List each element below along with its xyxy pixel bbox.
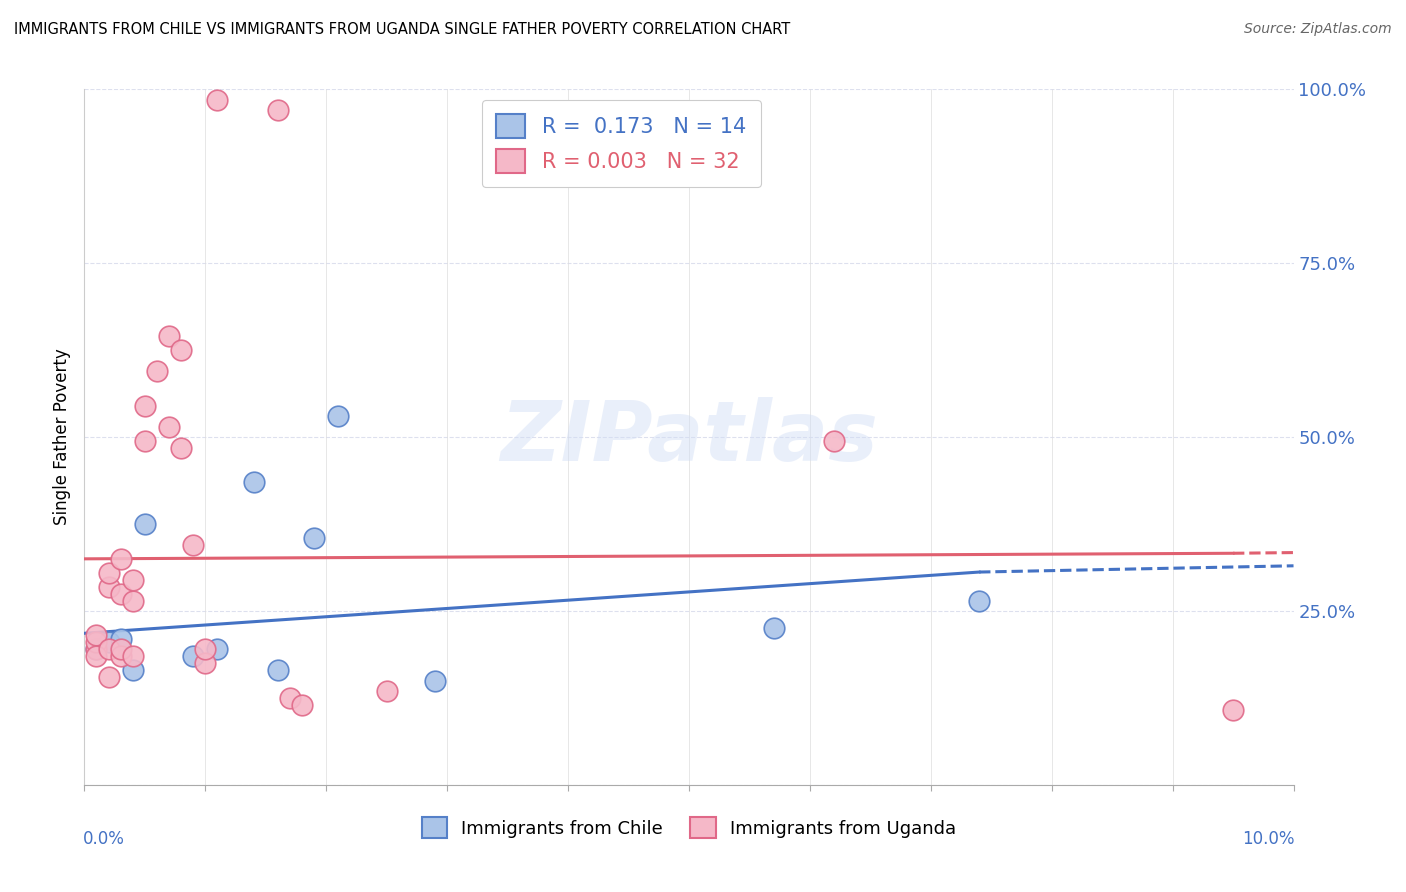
Point <box>97 566 120 580</box>
Point <box>291 698 314 712</box>
Point <box>823 434 845 448</box>
Point <box>110 587 132 601</box>
Text: 0.0%: 0.0% <box>83 830 125 848</box>
Point <box>267 103 290 117</box>
Point <box>86 649 108 664</box>
Point <box>97 580 120 594</box>
Point <box>110 649 132 664</box>
Point <box>121 593 143 607</box>
Point <box>110 551 132 566</box>
Point <box>86 635 108 649</box>
Point <box>181 538 204 552</box>
Text: 10.0%: 10.0% <box>1243 830 1295 848</box>
Point <box>97 670 120 684</box>
Point <box>328 409 350 424</box>
Point <box>146 364 169 378</box>
Point <box>86 628 108 642</box>
Point <box>97 635 120 649</box>
Y-axis label: Single Father Poverty: Single Father Poverty <box>53 349 72 525</box>
Point <box>1222 703 1244 717</box>
Point <box>170 343 193 357</box>
Point <box>207 93 229 107</box>
Point <box>97 642 120 657</box>
Point <box>194 642 217 657</box>
Point <box>86 642 108 657</box>
Point <box>134 434 156 448</box>
Point <box>121 573 143 587</box>
Text: IMMIGRANTS FROM CHILE VS IMMIGRANTS FROM UGANDA SINGLE FATHER POVERTY CORRELATIO: IMMIGRANTS FROM CHILE VS IMMIGRANTS FROM… <box>14 22 790 37</box>
Point <box>134 399 156 413</box>
Point <box>423 673 446 688</box>
Point <box>170 441 193 455</box>
Point <box>762 621 785 635</box>
Legend: Immigrants from Chile, Immigrants from Uganda: Immigrants from Chile, Immigrants from U… <box>415 810 963 846</box>
Point <box>134 516 156 531</box>
Point <box>302 531 325 545</box>
Point <box>181 649 204 664</box>
Point <box>278 690 301 705</box>
Point <box>121 649 143 664</box>
Point <box>194 657 217 671</box>
Point <box>267 663 290 677</box>
Point <box>375 684 398 698</box>
Point <box>86 642 108 657</box>
Point <box>967 593 990 607</box>
Point <box>207 642 229 657</box>
Point <box>242 475 264 490</box>
Point <box>157 419 180 434</box>
Text: ZIPatlas: ZIPatlas <box>501 397 877 477</box>
Text: Source: ZipAtlas.com: Source: ZipAtlas.com <box>1244 22 1392 37</box>
Point <box>157 329 180 343</box>
Point <box>110 642 132 657</box>
Point <box>110 632 132 646</box>
Point <box>121 663 143 677</box>
